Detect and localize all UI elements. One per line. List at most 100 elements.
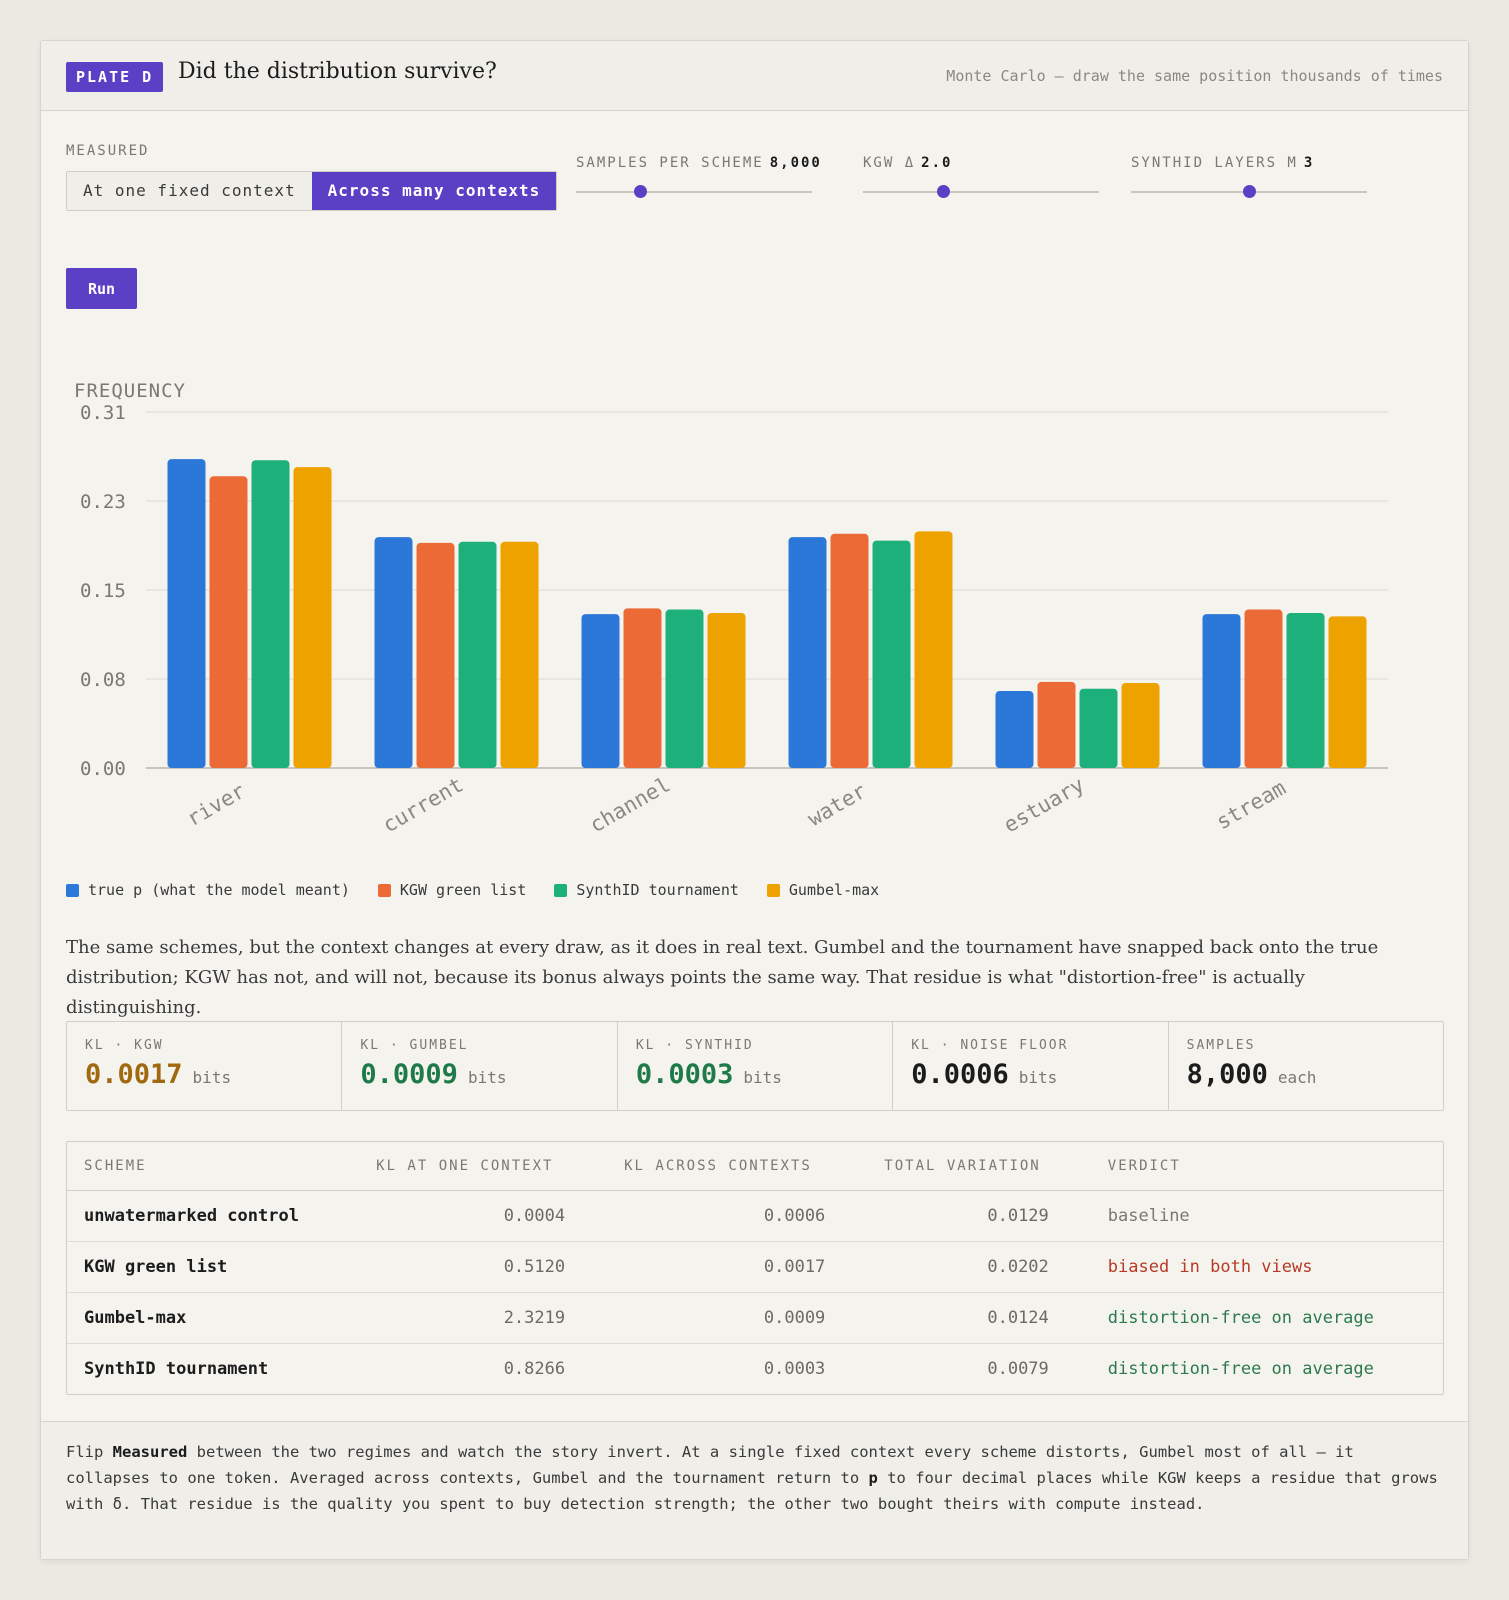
samples-slider: SAMPLES PER SCHEME 8,000	[576, 155, 822, 198]
table-row: unwatermarked control 0.0004 0.0006 0.0129 b…	[67, 1190, 1443, 1242]
kgw-delta-slider-thumb[interactable]	[937, 185, 951, 198]
legend-item: KGW green list	[377, 881, 526, 899]
y-tick-label: 0.15	[80, 580, 126, 602]
stat-value: 0.0009	[360, 1059, 458, 1090]
legend-swatch	[554, 883, 568, 897]
bar-estuary-0	[995, 691, 1034, 768]
stat-unit: bits	[1018, 1068, 1058, 1087]
cell-kl-across: 0.0003	[763, 1358, 826, 1379]
stat-value: 8,000	[1186, 1059, 1268, 1090]
samples-slider-track[interactable]	[576, 185, 812, 198]
plate-badge: PLATE D	[66, 62, 164, 92]
stat-value-row: 0.0009 bits	[360, 1059, 598, 1090]
cell-kl-across: 0.0017	[607, 1241, 868, 1293]
kgw-delta-slider-track[interactable]	[863, 185, 1099, 198]
chart-legend: true p (what the model meant) KGW green l…	[66, 881, 907, 899]
legend-swatch	[377, 883, 391, 897]
footer-text-3: to four decimal places while KGW keeps a…	[66, 1469, 1438, 1513]
kgw-delta-slider: KGW Δ 2.0	[863, 155, 1099, 198]
stat-cell: KL · SYNTHID 0.0003 bits	[618, 1022, 894, 1110]
bar-current-1	[416, 542, 455, 768]
table-row: Gumbel-max 2.3219 0.0009 0.0124 distortion-f…	[67, 1292, 1443, 1344]
footer-text-1: Flip	[66, 1443, 113, 1461]
bar-water-1	[830, 533, 869, 768]
bar-river-2	[251, 460, 290, 768]
x-tick-label: estuary	[1000, 772, 1089, 837]
col-kl-one: KL AT ONE CONTEXT	[359, 1142, 608, 1191]
explanation-text: The same schemes, but the context change…	[66, 937, 1379, 1018]
bar-river-3	[293, 467, 332, 768]
bar-estuary-3	[1121, 683, 1160, 768]
stat-key: KL · KGW	[85, 1038, 164, 1053]
stat-key: KL · NOISE FLOOR	[911, 1038, 1069, 1053]
cell-tv: 0.0124	[867, 1292, 1091, 1344]
cell-kl-across: 0.0006	[607, 1190, 868, 1242]
plate-card: PLATE D Did the distribution survive? Mo…	[40, 40, 1469, 1560]
bar-river-0	[167, 459, 206, 768]
stat-value-row: 0.0017 bits	[85, 1059, 323, 1090]
cell-tv: 0.0202	[867, 1241, 1091, 1293]
cell-scheme: unwatermarked control	[67, 1190, 360, 1242]
col-scheme: SCHEME	[67, 1142, 360, 1191]
footer-bold-measured: Measured	[112, 1443, 188, 1461]
plate-title: Did the distribution survive?	[178, 59, 497, 84]
measured-label: MEASURED	[66, 143, 150, 159]
bar-channel-3	[707, 612, 746, 768]
stat-value-row: 0.0003 bits	[636, 1059, 874, 1090]
option-many-contexts[interactable]: Across many contexts	[311, 172, 557, 210]
bar-water-0	[788, 537, 827, 768]
stat-key: KL · GUMBEL	[360, 1038, 469, 1053]
stat-value: 0.0006	[911, 1059, 1009, 1090]
cell-kl-one: 0.5120	[359, 1241, 608, 1293]
stat-unit: bits	[467, 1068, 507, 1087]
samples-slider-label: SAMPLES PER SCHEME 8,000	[576, 155, 822, 171]
x-tick-label: river	[183, 779, 250, 831]
col-verdict: VERDICT	[1090, 1142, 1443, 1191]
stat-unit: bits	[743, 1068, 782, 1087]
synthid-layers-slider-thumb[interactable]	[1243, 185, 1256, 198]
legend-swatch	[766, 883, 780, 897]
y-tick-label: 0.31	[80, 402, 126, 424]
kgw-delta-slider-label: KGW Δ 2.0	[863, 155, 953, 171]
footer-text-2: between the two regimes and watch the st…	[66, 1443, 1354, 1487]
samples-slider-thumb[interactable]	[633, 185, 647, 198]
stat-key: KL · SYNTHID	[635, 1038, 754, 1053]
stat-value-row: 0.0006 bits	[911, 1059, 1149, 1090]
cell-verdict: distortion-free on average	[1107, 1358, 1374, 1379]
cell-verdict: biased in both views	[1090, 1241, 1443, 1293]
run-button[interactable]: Run	[66, 268, 137, 309]
stat-cell: KL · GUMBEL 0.0009 bits	[342, 1022, 618, 1110]
cell-scheme: KGW green list	[67, 1241, 360, 1293]
legend-label: SynthID tournament	[576, 881, 739, 899]
stat-cell: KL · KGW 0.0017 bits	[67, 1022, 343, 1110]
stat-cell: KL · NOISE FLOOR 0.0006 bits	[893, 1022, 1169, 1110]
synthid-layers-slider-track[interactable]	[1131, 185, 1367, 198]
frequency-bar-chart: FREQUENCY 0.00 0.08 0.15 0.23 0.31 river curren…	[74, 380, 1388, 837]
bar-channel-1	[623, 608, 662, 768]
bar-stream-0	[1202, 614, 1241, 768]
stat-value: 0.0017	[85, 1059, 183, 1090]
legend-swatch	[66, 883, 79, 897]
option-one-context[interactable]: At one fixed context	[67, 172, 312, 210]
stat-cell: SAMPLES 8,000 each	[1169, 1022, 1443, 1110]
bar-water-2	[872, 540, 911, 768]
cell-kl-one: 0.8266	[503, 1358, 566, 1379]
footer-note: Flip Measured between the two regimes an…	[41, 1421, 1468, 1559]
bar-channel-0	[581, 614, 620, 768]
y-tick-label: 0.00	[80, 758, 126, 780]
col-kl-across: KL ACROSS CONTEXTS	[607, 1142, 868, 1191]
y-axis-label: FREQUENCY	[74, 380, 186, 402]
y-tick-label: 0.23	[80, 491, 126, 513]
stat-unit: each	[1277, 1068, 1317, 1087]
x-tick-label: stream	[1212, 776, 1290, 835]
plate-subtitle: Monte Carlo — draw the same position tho…	[946, 67, 1443, 85]
table-header-row: SCHEME KL AT ONE CONTEXT KL ACROSS CONTE…	[67, 1142, 1443, 1191]
bar-estuary-2	[1079, 688, 1118, 768]
cell-kl-one: 0.0004	[359, 1190, 608, 1242]
legend-item: SynthID tournament	[554, 881, 739, 899]
stat-value: 0.0003	[635, 1059, 734, 1090]
cell-tv: 0.0079	[987, 1358, 1049, 1379]
x-tick-label: water	[804, 779, 871, 831]
